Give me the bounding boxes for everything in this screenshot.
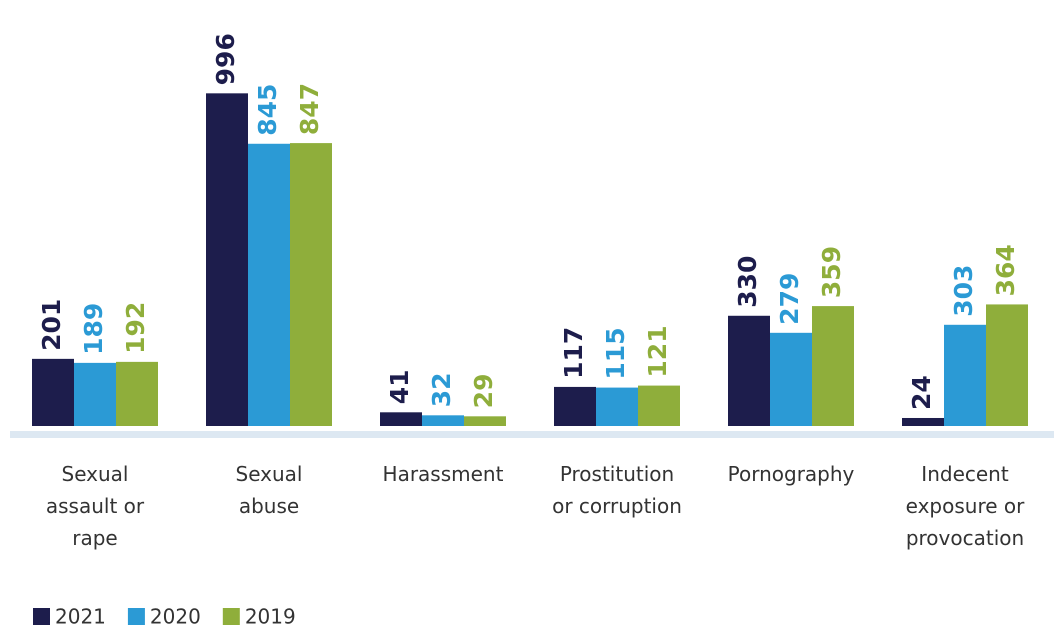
value-label: 847	[295, 83, 324, 135]
value-label: 24	[907, 375, 936, 410]
value-label: 303	[949, 265, 978, 317]
value-label: 279	[775, 273, 804, 325]
value-label: 364	[991, 244, 1020, 296]
bar	[380, 412, 422, 426]
value-label: 996	[211, 33, 240, 85]
bar	[32, 358, 74, 426]
legend-swatch	[222, 608, 240, 625]
value-label: 121	[643, 325, 672, 377]
value-label: 115	[601, 327, 630, 379]
legend-label: 2020	[150, 605, 201, 628]
category-label: Pornography	[727, 462, 855, 486]
bar	[290, 143, 332, 427]
value-label: 201	[37, 299, 66, 351]
bar	[464, 416, 506, 426]
value-label: 41	[385, 370, 414, 405]
value-label: 29	[469, 374, 498, 409]
bar	[902, 417, 944, 426]
category-label: Sexual abuse	[235, 462, 303, 518]
bar	[944, 324, 986, 426]
value-label: 845	[253, 84, 282, 136]
bar	[248, 143, 290, 426]
category-label: Prostitution or corruption	[552, 462, 682, 518]
value-label: 359	[817, 246, 846, 298]
bar	[116, 361, 158, 426]
bar	[812, 306, 854, 426]
bar	[986, 304, 1028, 426]
bar	[74, 362, 116, 426]
bar	[206, 93, 248, 426]
legend-swatch	[33, 608, 50, 625]
bar	[554, 386, 596, 426]
legend-label: 2021	[55, 605, 106, 628]
value-label: 32	[427, 373, 456, 408]
bar	[728, 315, 770, 426]
bar	[770, 332, 812, 426]
category-label: Indecent exposure or provocation	[905, 462, 1025, 550]
category-label: Harassment	[382, 462, 504, 486]
bar	[596, 387, 638, 426]
axis-band	[10, 431, 1054, 438]
category-label: Sexual assault or rape	[45, 462, 145, 550]
value-label: 330	[733, 256, 762, 308]
legend-swatch	[127, 608, 145, 625]
value-label: 192	[121, 302, 150, 354]
bar	[422, 415, 464, 426]
bar	[638, 385, 680, 426]
legend-label: 2019	[245, 605, 296, 628]
value-label: 117	[559, 327, 588, 379]
value-label: 189	[79, 303, 108, 355]
